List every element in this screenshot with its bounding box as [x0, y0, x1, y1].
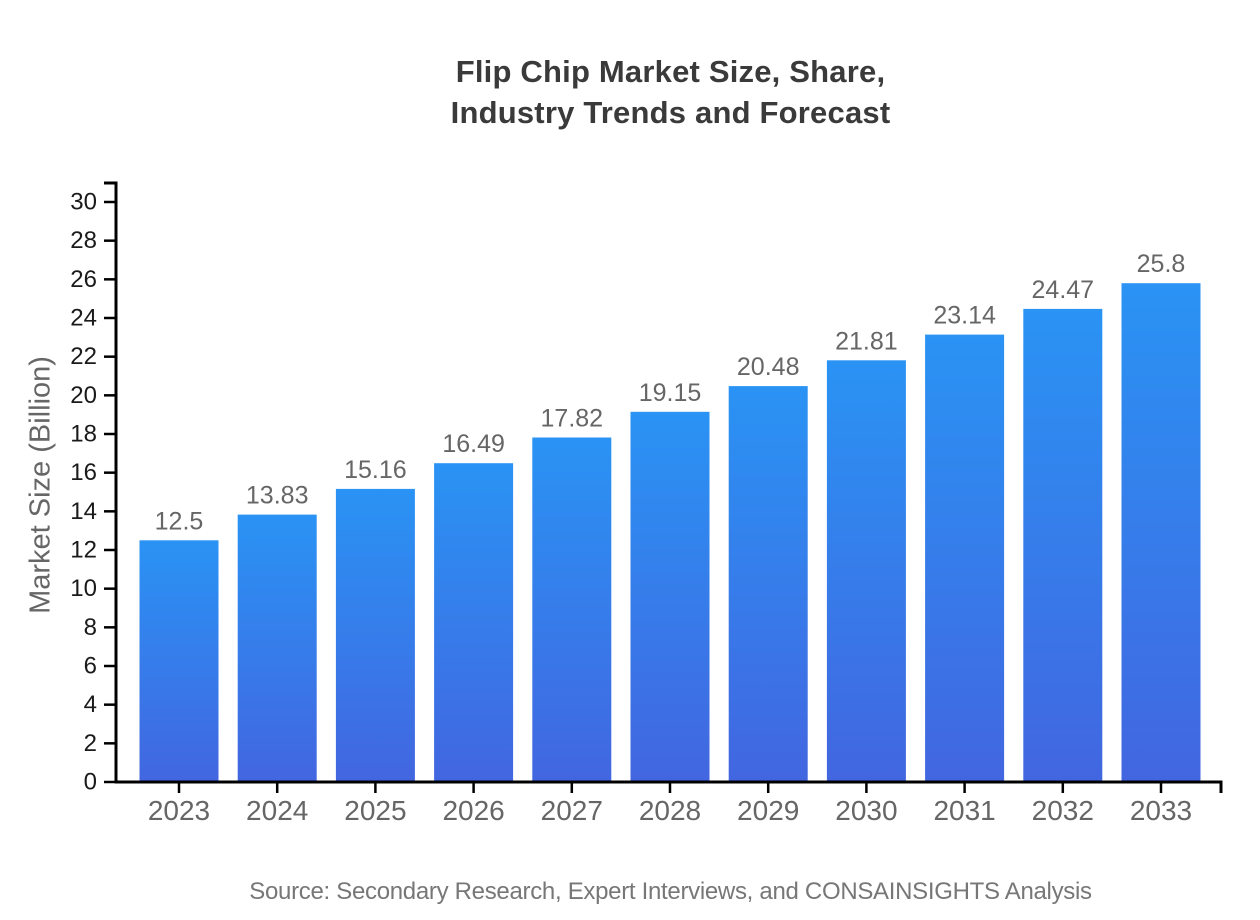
y-tick-label: 24: [70, 305, 97, 332]
y-tick-label: 20: [70, 382, 97, 409]
y-tick-label: 12: [70, 537, 97, 564]
bar-value-label: 25.8: [1137, 250, 1186, 278]
bar-2029: [728, 386, 808, 782]
x-tick-label: 2029: [737, 795, 799, 826]
x-tick-label: 2032: [1032, 795, 1094, 826]
bar-2027: [532, 437, 612, 782]
bar-value-label: 15.16: [344, 456, 407, 484]
bar-2026: [434, 463, 514, 782]
bar-2030: [826, 360, 906, 782]
source-note: Source: Secondary Research, Expert Inter…: [249, 878, 1092, 905]
x-tick-label: 2033: [1130, 795, 1192, 826]
x-tick-label: 2025: [344, 795, 406, 826]
x-tick-label: 2027: [541, 795, 603, 826]
y-tick-label: 6: [84, 653, 97, 680]
bar-2024: [237, 514, 317, 782]
y-tick-label: 8: [84, 614, 97, 641]
chart-title-line2: Industry Trends and Forecast: [450, 95, 891, 130]
bar-value-label: 12.5: [155, 507, 204, 535]
bar-value-label: 21.81: [835, 327, 898, 355]
bar-value-label: 20.48: [737, 353, 800, 381]
y-tick-label: 10: [70, 575, 97, 602]
x-tick-label: 2031: [933, 795, 995, 826]
y-tick-label: 22: [70, 343, 97, 370]
x-tick-label: 2023: [148, 795, 210, 826]
y-tick-label: 18: [70, 421, 97, 448]
y-tick-label: 26: [70, 266, 97, 293]
y-tick-label: 28: [70, 227, 97, 254]
chart-title-line1: Flip Chip Market Size, Share,: [455, 54, 886, 89]
chart-title: Flip Chip Market Size, Share, Industry T…: [119, 51, 1222, 133]
x-tick-label: 2024: [246, 795, 308, 826]
y-tick-label: 14: [70, 498, 97, 525]
bar-value-label: 13.83: [246, 482, 309, 510]
x-tick-label: 2028: [639, 795, 701, 826]
bar-value-label: 23.14: [933, 302, 996, 330]
x-tick-label: 2026: [442, 795, 504, 826]
bar-value-label: 24.47: [1032, 276, 1095, 304]
bar-2032: [1023, 308, 1103, 782]
bar-value-label: 16.49: [442, 430, 505, 458]
axis-spines: [104, 181, 1223, 793]
bar-2033: [1121, 283, 1201, 782]
bar-2023: [139, 540, 219, 782]
y-tick-label: 16: [70, 459, 97, 486]
x-tick-label: 2030: [835, 795, 897, 826]
bar-2031: [925, 334, 1005, 782]
y-tick-label: 2: [84, 730, 97, 757]
bar-value-label: 19.15: [639, 379, 702, 407]
bar-2025: [335, 488, 415, 782]
bar-2028: [630, 411, 710, 782]
y-tick-label: 30: [70, 189, 97, 216]
y-tick-label: 4: [84, 691, 97, 718]
y-tick-label: 0: [84, 769, 97, 796]
bar-value-label: 17.82: [541, 405, 604, 433]
